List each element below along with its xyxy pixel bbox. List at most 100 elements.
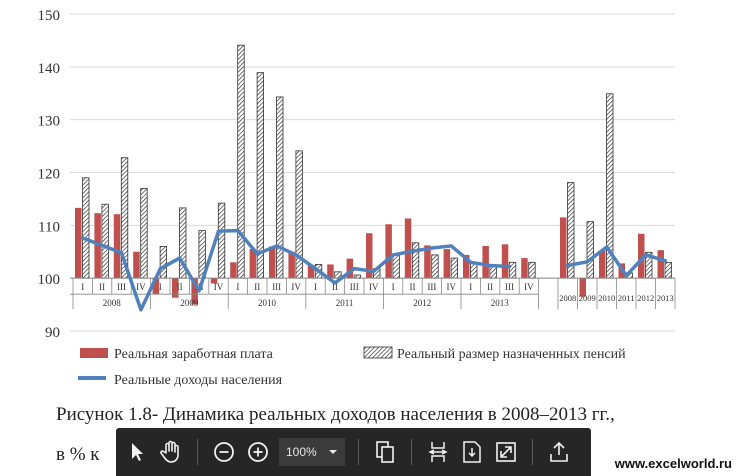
annual-label: 2011 xyxy=(618,293,635,303)
salary-bar xyxy=(172,278,179,298)
salary-bar xyxy=(94,213,101,279)
zoom-in-icon[interactable] xyxy=(243,437,273,467)
fit-width-icon[interactable] xyxy=(423,437,453,467)
quarter-label: III xyxy=(427,282,436,292)
salary-bar xyxy=(75,207,82,279)
year-group-label: 2009 xyxy=(180,298,199,308)
quarter-label: I xyxy=(159,282,162,292)
quarter-label: I xyxy=(392,282,395,292)
quarter-label: III xyxy=(272,282,281,292)
annual-label: 2008 xyxy=(559,293,576,303)
pension-bar xyxy=(664,261,672,279)
quarter-label: III xyxy=(505,282,514,292)
pension-bar xyxy=(392,254,400,279)
y-tick-label: 150 xyxy=(38,8,61,24)
annual-label: 2009 xyxy=(579,293,596,303)
pension-bar xyxy=(101,203,109,279)
salary-bar xyxy=(385,224,392,279)
toolbar-divider xyxy=(358,439,359,465)
salary-bar xyxy=(230,262,237,279)
quarter-label: I xyxy=(469,282,472,292)
salary-bar xyxy=(657,250,664,279)
annual-label: 2013 xyxy=(657,293,674,303)
pension-bar xyxy=(140,187,148,279)
share-icon[interactable] xyxy=(544,437,574,467)
salary-bar xyxy=(443,249,451,279)
pension-bar xyxy=(489,266,497,279)
fullscreen-icon[interactable] xyxy=(491,437,521,467)
quarter-label: I xyxy=(314,282,317,292)
y-tick-label: 90 xyxy=(45,325,60,341)
salary-bar xyxy=(404,218,412,279)
y-tick-label: 140 xyxy=(38,61,61,77)
quarter-label: IV xyxy=(291,282,301,292)
salary-bar xyxy=(210,278,218,284)
zoom-out-icon[interactable] xyxy=(209,437,239,467)
quarter-label: II xyxy=(177,282,183,292)
quarter-label: IV xyxy=(524,282,534,292)
legend-label-pension: Реальный размер назначенных пенсий xyxy=(397,347,626,362)
year-group-label: 2012 xyxy=(413,298,431,308)
salary-bar xyxy=(501,244,509,279)
year-group-label: 2011 xyxy=(336,298,354,308)
salary-bar xyxy=(346,258,354,279)
pension-bar xyxy=(217,202,226,279)
annual-label: 2012 xyxy=(637,293,654,303)
copy-page-icon[interactable] xyxy=(370,437,400,467)
salary-bar xyxy=(521,258,528,279)
quarter-label: II xyxy=(410,282,416,292)
legend-label-salary: Реальная заработная плата xyxy=(114,347,274,362)
pension-bar xyxy=(276,96,284,279)
viewer-toolbar: 100% xyxy=(116,428,591,476)
pointer-icon[interactable] xyxy=(122,437,152,467)
quarter-label: IV xyxy=(136,282,146,292)
legend-swatch-pension xyxy=(363,346,393,359)
y-tick-label: 100 xyxy=(38,272,61,288)
salary-bar xyxy=(307,264,315,279)
quarter-label: III xyxy=(117,282,126,292)
quarter-label: IV xyxy=(447,282,457,292)
toolbar-divider xyxy=(532,439,533,465)
quarter-label: II xyxy=(487,282,493,292)
toolbar-divider xyxy=(197,439,198,465)
hand-icon[interactable] xyxy=(156,437,186,467)
y-tick-label: 130 xyxy=(38,114,61,130)
salary-bar xyxy=(269,246,276,279)
salary-bar xyxy=(288,251,295,279)
quarter-label: III xyxy=(350,282,359,292)
pension-bar xyxy=(82,177,90,279)
legend-swatch-salary xyxy=(80,348,108,358)
y-tick-label: 110 xyxy=(38,219,60,235)
legend-label-income: Реальные доходы населения xyxy=(114,373,283,388)
salary-bar xyxy=(424,245,431,279)
fit-page-icon[interactable] xyxy=(457,437,487,467)
legend: Реальная заработная плата Реальный размер… xyxy=(78,346,626,388)
pension-bar xyxy=(508,261,517,279)
pension-bar xyxy=(411,242,420,279)
salary-bar xyxy=(152,278,160,295)
salary-bar xyxy=(249,249,257,279)
toolbar-divider xyxy=(411,439,412,465)
year-group-label: 2013 xyxy=(491,298,510,308)
figure-caption-continued: в % к xyxy=(56,444,100,465)
salary-bar xyxy=(366,233,373,279)
income-line xyxy=(80,228,667,312)
salary-bar xyxy=(191,278,198,305)
salary-bar xyxy=(560,217,567,279)
quarter-label: IV xyxy=(369,282,379,292)
income-line-annual xyxy=(566,245,667,278)
watermark: www.excelworld.ru xyxy=(614,456,732,471)
quarter-label: II xyxy=(332,282,338,292)
pension-bar xyxy=(586,221,594,279)
quarter-label: II xyxy=(99,282,105,292)
quarter-label: II xyxy=(254,282,260,292)
zoom-level-select[interactable]: 100% xyxy=(279,438,345,466)
pension-bar xyxy=(237,44,245,279)
salary-bar xyxy=(579,278,586,297)
quarter-label: I xyxy=(81,282,84,292)
salary-bar xyxy=(113,214,121,279)
salary-bar xyxy=(463,254,470,279)
year-group-label: 2010 xyxy=(258,298,277,308)
income-line-quarterly xyxy=(80,228,512,312)
pension-bar xyxy=(450,257,459,279)
